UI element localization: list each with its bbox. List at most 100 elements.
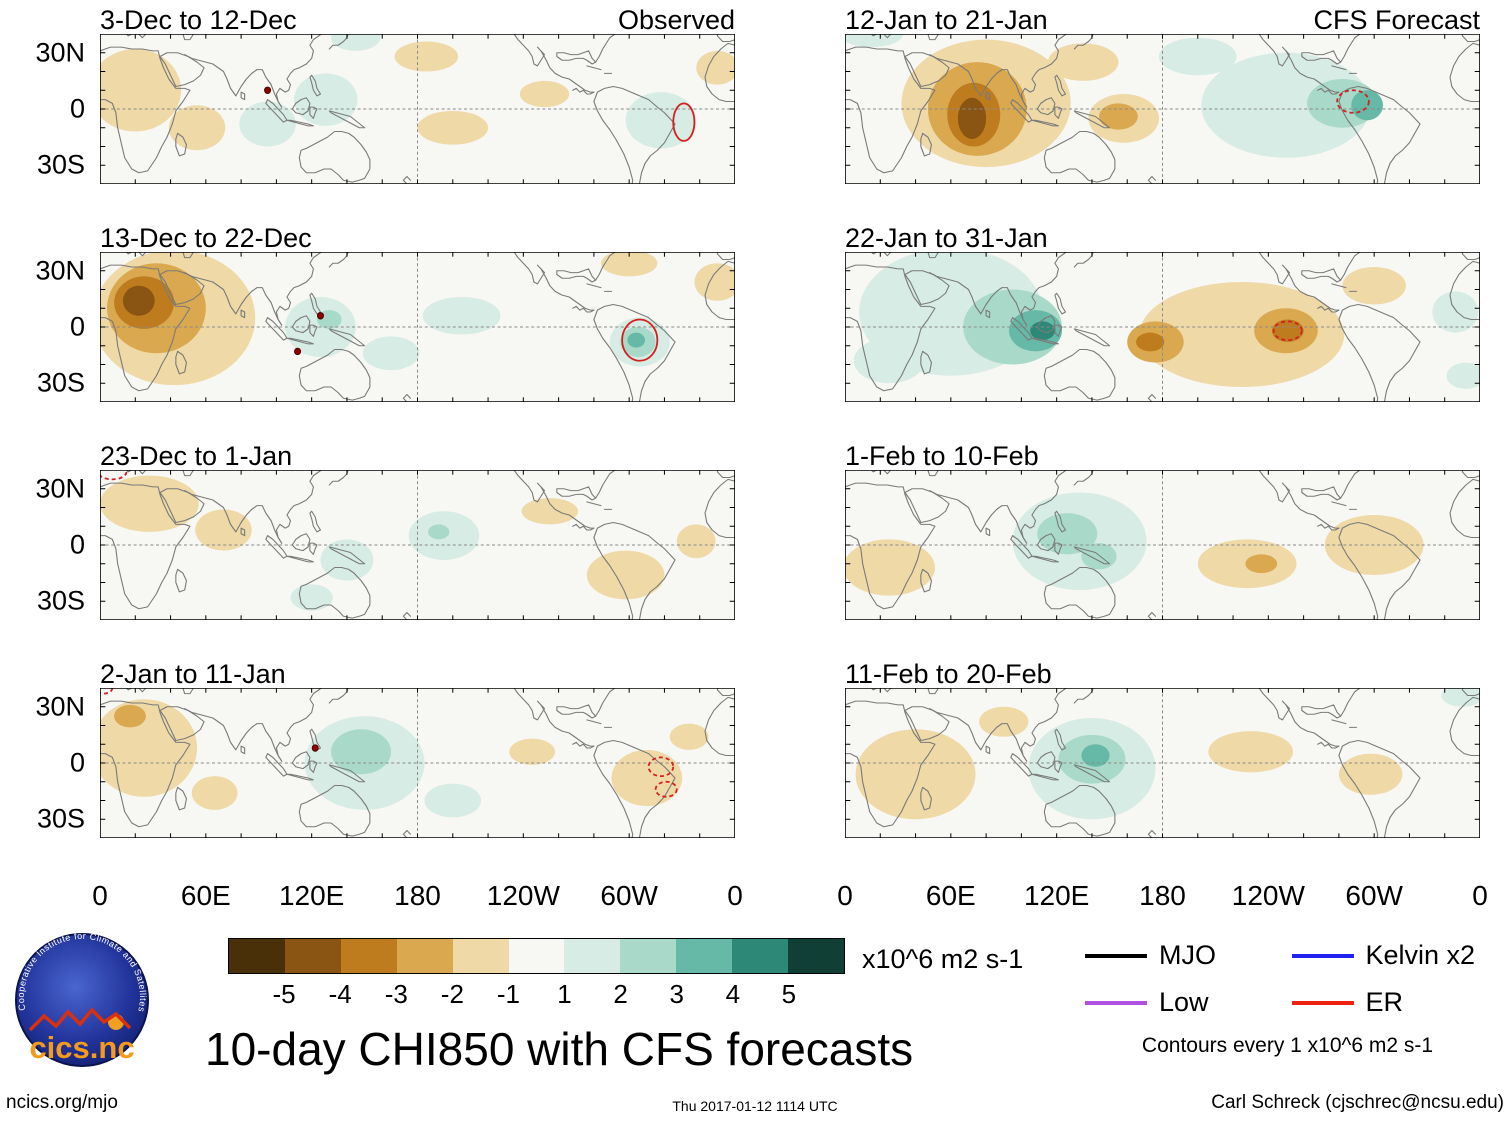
coastline [329, 765, 364, 782]
anomaly-region [1271, 319, 1304, 342]
coastline [1332, 284, 1346, 288]
anomaly-region [1432, 291, 1479, 333]
coastline [1341, 34, 1366, 62]
coastline [1055, 325, 1062, 336]
coastline [1332, 66, 1346, 70]
anomaly-region [1338, 753, 1403, 795]
coastline [1032, 338, 1058, 344]
anomaly-region [428, 524, 450, 540]
anomaly-region [424, 783, 481, 818]
anomaly-region [1201, 52, 1371, 158]
anomaly-region [331, 34, 381, 51]
anomaly-region [696, 50, 735, 85]
coastline [241, 310, 245, 318]
coastline [160, 707, 204, 741]
coastline [928, 470, 939, 476]
coastline [299, 568, 370, 619]
coastline [1074, 470, 1097, 485]
coastline [1011, 536, 1032, 559]
er-wave-contour [656, 782, 677, 797]
anomaly-region [694, 263, 735, 301]
anomaly-region [1446, 362, 1480, 389]
coastline [276, 252, 329, 325]
coastline [1074, 547, 1109, 564]
colorbar-label: 3 [669, 979, 684, 1009]
coastline [1462, 252, 1480, 260]
coastline [1032, 774, 1058, 780]
coastline [573, 306, 594, 312]
anomaly-region [294, 73, 358, 126]
coastline [266, 754, 287, 777]
world-map [845, 252, 1480, 402]
coastline [287, 338, 313, 344]
coastline [1037, 752, 1055, 769]
observed-column: 3-Dec to 12-Dec Observed 30N 0 30S 13-De… [35, 2, 743, 918]
coastline [395, 177, 411, 185]
panel-date-range: 3-Dec to 12-Dec [100, 5, 297, 35]
colorbar-cell [732, 939, 789, 973]
lat-label: 30S [36, 803, 85, 834]
coastline [310, 511, 321, 532]
coastline [287, 120, 313, 126]
lat-label: 30S [36, 149, 85, 180]
coastline [1332, 720, 1346, 724]
colorbar-tick-labels: -5 -4 -3 -2 -1 1 2 3 4 5 [228, 974, 845, 1009]
lat-label: 30S [36, 367, 85, 398]
coastline [1011, 754, 1032, 777]
lon-axis: 0 60E 120E 180 120W 60W 0 [92, 874, 743, 918]
cics-nc-logo: Cooperative Institute for Climate and Sa… [4, 926, 160, 1089]
coastline [241, 746, 245, 754]
coastline [509, 34, 544, 66]
world-map [100, 688, 735, 838]
coastline [1055, 107, 1062, 118]
coastline [185, 273, 282, 326]
coastline [310, 293, 321, 314]
colorbar-cell [788, 939, 844, 973]
coastline [1339, 87, 1420, 185]
colorbar-label: -3 [384, 979, 408, 1009]
legend-item-low: Low [1085, 987, 1284, 1018]
coastline [1021, 470, 1074, 543]
coastline [287, 774, 313, 780]
coastline [705, 43, 735, 101]
anomaly-region [100, 475, 199, 532]
lat-label: 0 [69, 93, 85, 124]
map-panel: 1-Feb to 10-Feb [845, 438, 1480, 620]
legend-label-er: ER [1365, 987, 1404, 1017]
anomaly-region [1099, 103, 1138, 130]
coastline [1450, 261, 1480, 319]
coastline [1055, 293, 1066, 314]
lat-label: 30N [35, 37, 85, 68]
coastline [276, 688, 329, 761]
anomaly-region [1441, 688, 1480, 707]
anomaly-region [521, 498, 579, 525]
forecast-column: 12-Jan to 21-Jan CFS Forecast 22-Jan to … [837, 2, 1488, 918]
coastline [905, 53, 949, 87]
coastline [310, 107, 317, 118]
coastline [594, 305, 675, 403]
coastline [717, 688, 735, 696]
coastline [1339, 523, 1420, 621]
coastline [292, 316, 310, 333]
panel-date-range: 1-Feb to 10-Feb [845, 441, 1039, 471]
lat-axis: 30N 0 30S [5, 470, 91, 620]
coastline [395, 395, 411, 403]
coastline [329, 547, 364, 564]
coastline [100, 701, 190, 827]
colorbar-label: 1 [557, 979, 572, 1009]
legend-item-er: ER [1291, 987, 1491, 1018]
coastline [299, 350, 370, 401]
coastline [1254, 688, 1289, 720]
coastline [1302, 51, 1341, 64]
lat-label: 30N [35, 691, 85, 722]
coastline [329, 111, 364, 128]
anomaly-region [957, 97, 987, 139]
coastline [930, 55, 1027, 108]
coastline [1074, 765, 1109, 782]
coastline [287, 556, 313, 562]
colorbar-cell [396, 939, 453, 973]
coastline [183, 688, 194, 694]
coastline [183, 470, 194, 476]
panel-date-range: 2-Jan to 11-Jan [100, 659, 286, 689]
coastline [1332, 502, 1346, 506]
